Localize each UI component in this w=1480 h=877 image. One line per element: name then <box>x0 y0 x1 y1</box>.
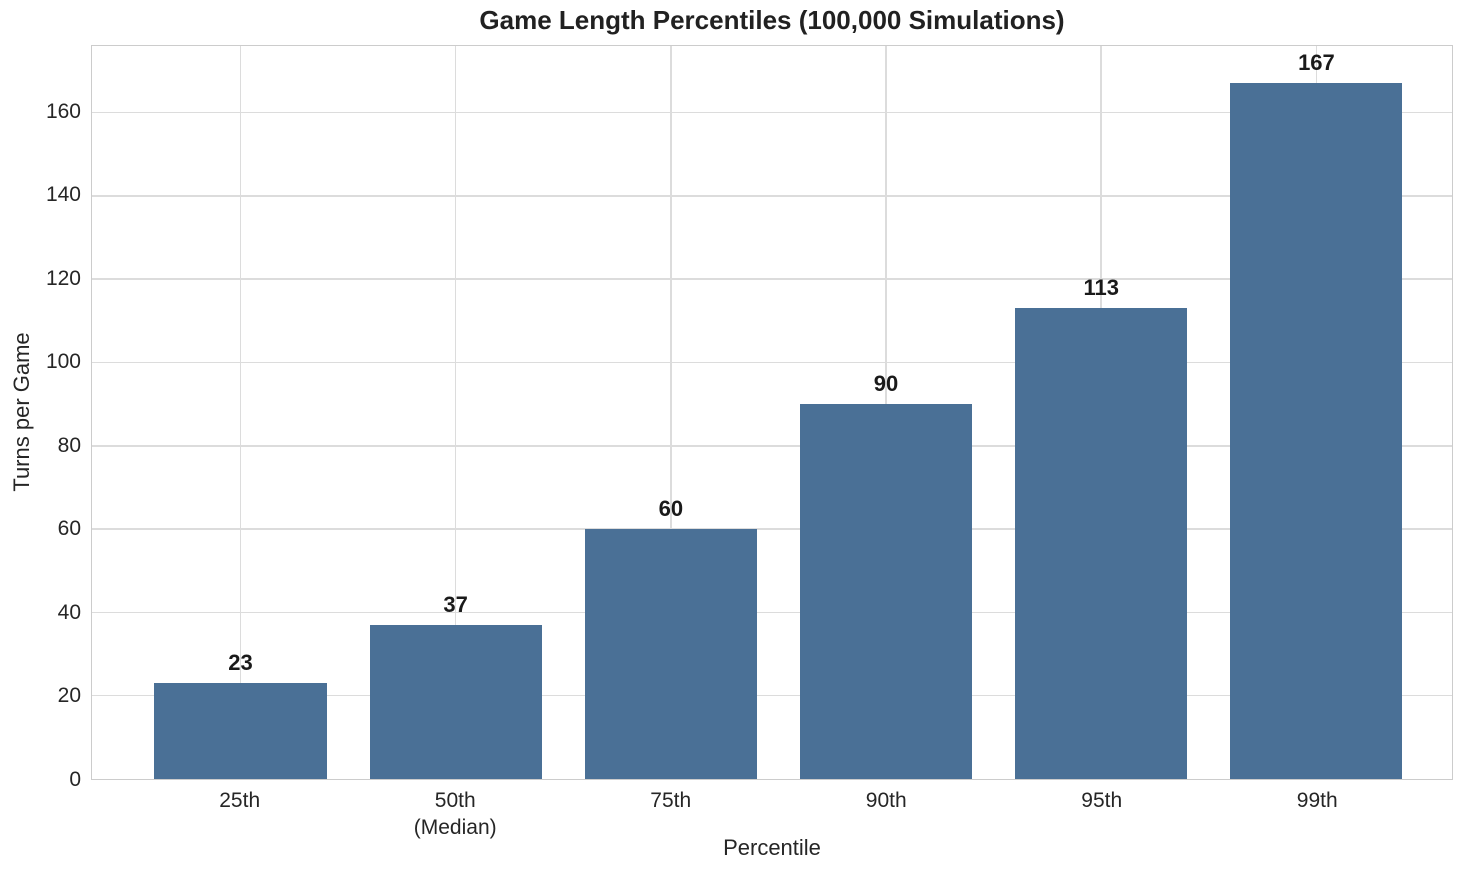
y-axis-tick-labels: 0 20 40 60 80 100 120 140 160 <box>0 45 81 791</box>
bar <box>154 683 327 779</box>
y-tick-label: 60 <box>57 517 81 541</box>
y-tick-label: 160 <box>45 99 81 123</box>
vertical-gridline <box>670 46 672 779</box>
x-tick-label: 90th <box>865 789 907 812</box>
horizontal-gridline <box>92 361 1452 364</box>
bar-value-label: 113 <box>1083 275 1119 301</box>
bar-value-label: 23 <box>228 650 253 676</box>
y-tick-label: 140 <box>45 183 81 207</box>
bar-value-label: 60 <box>658 496 684 522</box>
x-axis-title: Percentile <box>723 835 821 860</box>
horizontal-gridline <box>92 445 1452 447</box>
x-tick-label: 50th (Median) <box>413 789 497 840</box>
bar <box>584 529 757 779</box>
x-tick-label: 25th <box>219 789 261 812</box>
bar-value-label: 90 <box>873 371 899 397</box>
x-tick-label: 95th <box>1081 789 1123 812</box>
bar <box>369 624 542 779</box>
horizontal-gridline <box>92 278 1452 281</box>
y-tick-label: 20 <box>57 684 81 708</box>
horizontal-gridline <box>92 528 1452 530</box>
horizontal-gridline <box>92 611 1452 614</box>
bar-value-label: 37 <box>443 591 468 617</box>
horizontal-gridline <box>92 195 1452 197</box>
y-tick-label: 120 <box>45 266 81 290</box>
horizontal-gridline <box>92 111 1452 114</box>
bar-value-label: 167 <box>1298 50 1335 76</box>
bar <box>1230 83 1403 779</box>
y-tick-label: 100 <box>45 350 81 374</box>
y-tick-label: 40 <box>57 600 81 624</box>
bars-layer <box>92 46 1452 779</box>
chart-title: Game Length Percentiles (100,000 Simulat… <box>479 5 1065 35</box>
y-tick-label: 80 <box>57 433 81 457</box>
vertical-gridline <box>454 46 457 779</box>
x-axis-tick-labels: 25th 50th (Median) 75th 90th 95th 99th <box>91 787 1453 843</box>
bar-value-labels-layer: 23 37 60 90 113 167 <box>92 46 1452 779</box>
bar <box>1015 308 1188 779</box>
plot-area: 23 37 60 90 113 167 <box>91 45 1453 780</box>
y-tick-label: 0 <box>69 768 81 791</box>
horizontal-gridline <box>92 694 1452 697</box>
x-tick-label: 99th <box>1296 789 1338 812</box>
vertical-gridline <box>239 46 242 779</box>
bar <box>799 404 973 779</box>
x-tick-label: 75th <box>650 789 692 812</box>
